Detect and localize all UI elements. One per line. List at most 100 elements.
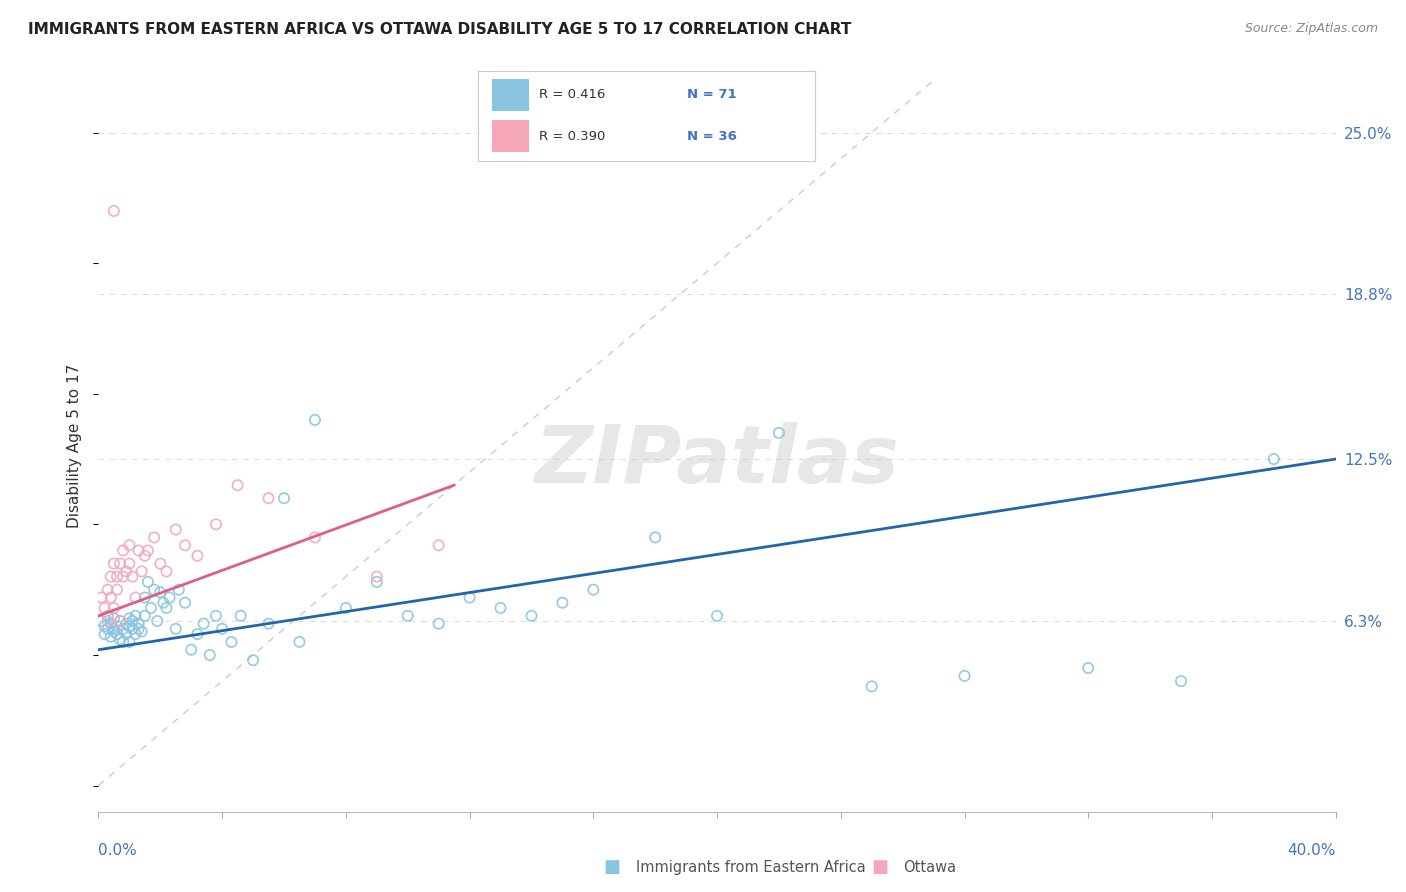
Point	[134, 591, 156, 605]
Text: ■: ■	[872, 858, 889, 876]
Bar	[492, 79, 529, 111]
Point	[257, 491, 280, 506]
Point	[97, 622, 120, 636]
Point	[1263, 452, 1285, 467]
Point	[167, 582, 190, 597]
Point	[97, 614, 120, 628]
Point	[136, 574, 159, 589]
Point	[186, 549, 208, 563]
Text: R = 0.390: R = 0.390	[538, 129, 605, 143]
Point	[242, 653, 264, 667]
Y-axis label: Disability Age 5 to 17: Disability Age 5 to 17	[67, 364, 83, 528]
Point	[118, 619, 141, 633]
Point	[121, 622, 143, 636]
Point	[229, 608, 252, 623]
Point	[205, 517, 228, 532]
Point	[118, 538, 141, 552]
Point	[551, 596, 574, 610]
Point	[124, 608, 146, 623]
Point	[226, 478, 249, 492]
Point	[136, 543, 159, 558]
Point	[860, 679, 883, 693]
Point	[90, 591, 112, 605]
Point	[304, 413, 326, 427]
Text: Source: ZipAtlas.com: Source: ZipAtlas.com	[1244, 22, 1378, 36]
Point	[335, 601, 357, 615]
Point	[100, 591, 122, 605]
Point	[427, 538, 450, 552]
Point	[124, 627, 146, 641]
Point	[1170, 674, 1192, 689]
Point	[165, 523, 187, 537]
Point	[165, 622, 187, 636]
Point	[193, 616, 215, 631]
Point	[155, 565, 177, 579]
Point	[118, 635, 141, 649]
Point	[143, 530, 166, 544]
Point	[112, 622, 135, 636]
Point	[186, 627, 208, 641]
Point	[134, 608, 156, 623]
Point	[115, 565, 138, 579]
Point	[108, 557, 131, 571]
Point	[128, 616, 150, 631]
Point	[149, 557, 172, 571]
Point	[458, 591, 481, 605]
Point	[108, 632, 131, 647]
Point	[105, 582, 128, 597]
Point	[100, 630, 122, 644]
Point	[366, 569, 388, 583]
Point	[174, 596, 197, 610]
Text: ■: ■	[603, 858, 620, 876]
Point	[131, 624, 153, 639]
Point	[103, 601, 125, 615]
Point	[103, 557, 125, 571]
Point	[100, 569, 122, 583]
Point	[152, 596, 174, 610]
Point	[211, 622, 233, 636]
Point	[131, 565, 153, 579]
Point	[159, 591, 181, 605]
Text: Ottawa: Ottawa	[903, 860, 956, 874]
Point	[97, 608, 120, 623]
Text: N = 71: N = 71	[688, 88, 737, 102]
Point	[124, 591, 146, 605]
Point	[128, 543, 150, 558]
Text: 0.0%: 0.0%	[98, 843, 138, 858]
Point	[288, 635, 311, 649]
Text: IMMIGRANTS FROM EASTERN AFRICA VS OTTAWA DISABILITY AGE 5 TO 17 CORRELATION CHAR: IMMIGRANTS FROM EASTERN AFRICA VS OTTAWA…	[28, 22, 852, 37]
Point	[118, 611, 141, 625]
Point	[100, 616, 122, 631]
Point	[103, 622, 125, 636]
Text: Immigrants from Eastern Africa: Immigrants from Eastern Africa	[636, 860, 865, 874]
Point	[128, 622, 150, 636]
Point	[103, 611, 125, 625]
Text: N = 36: N = 36	[688, 129, 737, 143]
Point	[221, 635, 243, 649]
Point	[121, 614, 143, 628]
Point	[112, 543, 135, 558]
Point	[489, 601, 512, 615]
Text: R = 0.416: R = 0.416	[538, 88, 605, 102]
Point	[112, 569, 135, 583]
Point	[205, 608, 228, 623]
Point	[198, 648, 221, 662]
Point	[108, 614, 131, 628]
Text: ZIPatlas: ZIPatlas	[534, 422, 900, 500]
Point	[143, 582, 166, 597]
Point	[953, 669, 976, 683]
Point	[93, 627, 115, 641]
Point	[112, 635, 135, 649]
Point	[768, 425, 790, 440]
Point	[644, 530, 666, 544]
Point	[90, 614, 112, 628]
Point	[105, 569, 128, 583]
Point	[115, 616, 138, 631]
Point	[582, 582, 605, 597]
Point	[97, 582, 120, 597]
Point	[134, 549, 156, 563]
Point	[520, 608, 543, 623]
Point	[121, 569, 143, 583]
Point	[180, 642, 202, 657]
Point	[257, 616, 280, 631]
